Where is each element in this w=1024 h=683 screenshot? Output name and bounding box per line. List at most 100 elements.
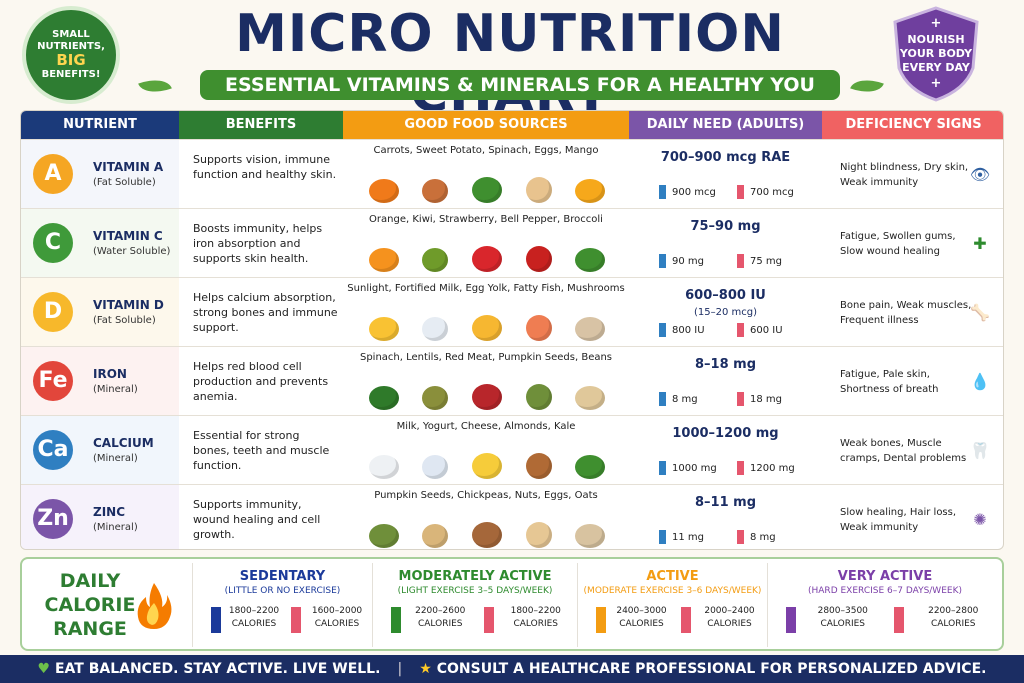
food-images xyxy=(357,522,617,548)
daily-need-cell: 600–800 IU (15–20 mcg) 800 IU 600 IU xyxy=(629,278,822,347)
header-benefits: BENEFITS xyxy=(179,111,343,139)
female-need: 700 mcg xyxy=(737,185,794,199)
level-name: SEDENTARY xyxy=(239,569,326,584)
daily-need-cell: 700–900 mcg RAE 900 mcg 700 mcg xyxy=(629,140,822,209)
sources-text: Carrots, Sweet Potato, Spinach, Eggs, Ma… xyxy=(373,145,599,156)
calorie-level: ACTIVE (MODERATE EXERCISE 3–6 DAYS/WEEK)… xyxy=(577,563,767,647)
nutrient-symbol: Zn xyxy=(33,499,73,539)
male-need-value: 11 mg xyxy=(672,532,704,543)
benefits-text: Helps red blood cell production and prev… xyxy=(193,360,329,403)
calories-unit: CALORIES xyxy=(820,619,866,629)
daily-need-cell: 8–11 mg 11 mg 8 mg xyxy=(629,485,822,549)
daily-need-cell: 8–18 mg 8 mg 18 mg xyxy=(629,347,822,416)
food-image xyxy=(471,177,502,203)
male-figure-icon xyxy=(391,607,401,633)
calories-unit: CALORIES xyxy=(930,619,976,629)
calorie-title: DAILY CALORIE RANGE xyxy=(44,570,136,640)
male-calories-value: 1800–2200 xyxy=(228,606,280,616)
female-icon xyxy=(737,185,744,199)
calories-unit: CALORIES xyxy=(417,619,463,629)
header-sources: GOOD FOOD SOURCES xyxy=(343,111,629,139)
blood-drop-icon: 💧 xyxy=(970,372,990,391)
food-image xyxy=(471,246,502,272)
nutrient-symbol: Ca xyxy=(33,430,73,470)
nutrient-name: VITAMIN D xyxy=(93,298,164,312)
deficiency-text: Fatigue, Swollen gums, Slow wound healin… xyxy=(840,231,956,257)
nutrient-cell: D VITAMIN D (Fat Soluble) xyxy=(21,278,179,347)
female-icon xyxy=(737,323,744,337)
benefits-cell: Essential for strong bones, teeth and mu… xyxy=(179,416,343,485)
male-calories: 2800–3500 CALORIES xyxy=(796,605,890,631)
nutrient-table: NUTRIENT BENEFITS GOOD FOOD SOURCES DAIL… xyxy=(20,110,1004,550)
daily-need-main: 8–18 mg xyxy=(694,357,756,372)
calorie-level: MODERATELY ACTIVE (LIGHT EXERCISE 3–5 DA… xyxy=(372,563,577,647)
sources-cell: Carrots, Sweet Potato, Spinach, Eggs, Ma… xyxy=(343,140,629,209)
male-calories: 2400–3000 CALORIES xyxy=(606,605,677,631)
bone-icon: 🦴 xyxy=(970,303,990,322)
male-calories-value: 2200–2600 xyxy=(415,606,466,616)
deficiency-cell: Night blindness, Dry skin, Weak immunity… xyxy=(822,140,1003,209)
nutrient-type: (Mineral) xyxy=(93,453,138,464)
level-name: ACTIVE xyxy=(646,569,699,584)
food-image xyxy=(471,384,502,410)
sources-text: Pumpkin Seeds, Chickpeas, Nuts, Eggs, Oa… xyxy=(374,490,598,501)
badge-line: EVERY DAY xyxy=(902,61,970,75)
benefits-cell: Helps red blood cell production and prev… xyxy=(179,347,343,416)
table-row: Zn ZINC (Mineral) Supports immunity, wou… xyxy=(21,484,1003,549)
male-calories: 2200–2600 CALORIES xyxy=(401,605,480,631)
deficiency-cell: Weak bones, Muscle cramps, Dental proble… xyxy=(822,416,1003,485)
male-need: 900 mcg xyxy=(659,185,716,199)
male-icon xyxy=(659,530,666,544)
male-need-value: 8 mg xyxy=(672,394,698,405)
food-image xyxy=(368,455,399,479)
male-need-value: 900 mcg xyxy=(672,187,716,198)
food-image xyxy=(422,179,449,203)
deficiency-cell: Fatigue, Swollen gums, Slow wound healin… xyxy=(822,209,1003,278)
female-need: 75 mg xyxy=(737,254,782,268)
level-name: MODERATELY ACTIVE xyxy=(398,569,552,584)
header-nutrient: NUTRIENT xyxy=(21,111,179,139)
food-image xyxy=(422,248,449,272)
nutrient-type: (Water Soluble) xyxy=(93,246,171,257)
female-calories: 2200–2800 CALORIES xyxy=(906,605,1002,631)
food-image xyxy=(575,386,606,410)
deficiency-cell: Slow healing, Hair loss, Weak immunity ✺ xyxy=(822,485,1003,549)
female-calories: 1800–2200 CALORIES xyxy=(496,605,577,631)
calories-unit: CALORIES xyxy=(619,619,664,629)
daily-need-cell: 1000–1200 mg 1000 mg 1200 mg xyxy=(629,416,822,485)
nutrient-symbol: Fe xyxy=(33,361,73,401)
benefits-cell: Helps calcium absorption, strong bones a… xyxy=(179,278,343,347)
female-calories: 2000–2400 CALORIES xyxy=(693,605,766,631)
nutrient-name: CALCIUM xyxy=(93,436,154,450)
daily-need-main: 8–11 mg xyxy=(694,495,756,510)
food-image xyxy=(368,386,399,410)
page-subtitle: ESSENTIAL VITAMINS & MINERALS FOR A HEAL… xyxy=(200,70,840,100)
food-image xyxy=(525,522,552,548)
footer-banner: ♥ EAT BALANCED. STAY ACTIVE. LIVE WELL. … xyxy=(0,655,1024,683)
female-calories-value: 1800–2200 xyxy=(510,606,561,616)
food-image xyxy=(368,179,399,203)
male-need: 8 mg xyxy=(659,392,698,406)
daily-need-value: 75–90 mg xyxy=(629,219,822,235)
deficiency-text: Bone pain, Weak muscles, Frequent illnes… xyxy=(840,300,972,326)
sources-cell: Sunlight, Fortified Milk, Egg Yolk, Fatt… xyxy=(343,278,629,347)
table-row: D VITAMIN D (Fat Soluble) Helps calcium … xyxy=(21,277,1003,347)
calories-unit: CALORIES xyxy=(513,619,559,629)
deficiency-cell: Fatigue, Pale skin, Shortness of breath … xyxy=(822,347,1003,416)
sources-text: Sunlight, Fortified Milk, Egg Yolk, Fatt… xyxy=(347,283,625,294)
benefits-text: Essential for strong bones, teeth and mu… xyxy=(193,429,330,472)
heart-icon: ♥ xyxy=(37,661,51,677)
table-row: Ca CALCIUM (Mineral) Essential for stron… xyxy=(21,415,1003,485)
header-daily-need: DAILY NEED (ADULTS) xyxy=(629,111,822,139)
tooth-icon: 🦷 xyxy=(970,441,990,460)
table-row: A VITAMIN A (Fat Soluble) Supports visio… xyxy=(21,139,1003,209)
food-image xyxy=(575,179,606,203)
calories-unit: CALORIES xyxy=(314,619,360,629)
badge-line: NOURISH xyxy=(907,32,965,46)
nutrient-cell: Ca CALCIUM (Mineral) xyxy=(21,416,179,485)
female-need-value: 600 IU xyxy=(750,325,783,336)
male-icon xyxy=(659,392,666,406)
female-need-value: 18 mg xyxy=(750,394,782,405)
female-calories: 1600–2000 CALORIES xyxy=(303,605,371,631)
